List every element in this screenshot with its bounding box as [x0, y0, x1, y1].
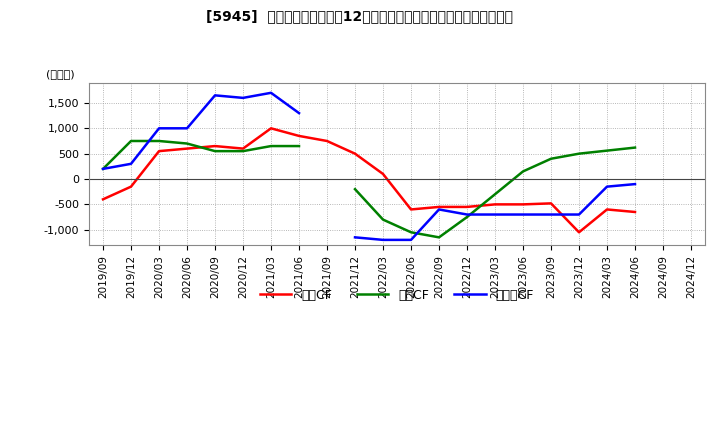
投資CF [294, 143, 303, 149]
投資CF [127, 138, 135, 143]
営業CF [266, 126, 275, 131]
投資CF [239, 148, 248, 154]
フリーCF [239, 95, 248, 100]
フリーCF [127, 161, 135, 166]
フリーCF [294, 110, 303, 116]
営業CF [603, 207, 611, 212]
営業CF [155, 148, 163, 154]
フリーCF [155, 126, 163, 131]
Y-axis label: (百万円): (百万円) [46, 70, 75, 80]
営業CF [323, 138, 331, 143]
Line: 投資CF: 投資CF [103, 141, 299, 169]
営業CF [294, 133, 303, 139]
Text: [5945]  キャッシュフローの12か月移動合計の対前年同期増減額の推移: [5945] キャッシュフローの12か月移動合計の対前年同期増減額の推移 [207, 9, 513, 23]
フリーCF [183, 126, 192, 131]
営業CF [575, 230, 583, 235]
営業CF [99, 197, 107, 202]
フリーCF [99, 166, 107, 172]
投資CF [183, 141, 192, 146]
営業CF [127, 184, 135, 189]
営業CF [546, 201, 555, 206]
営業CF [183, 146, 192, 151]
投資CF [266, 143, 275, 149]
営業CF [379, 171, 387, 176]
営業CF [351, 151, 359, 156]
営業CF [491, 202, 500, 207]
Legend: 営業CF, 投資CF, フリーCF: 営業CF, 投資CF, フリーCF [255, 284, 539, 307]
フリーCF [266, 90, 275, 95]
営業CF [407, 207, 415, 212]
営業CF [518, 202, 527, 207]
営業CF [239, 146, 248, 151]
投資CF [99, 166, 107, 172]
投資CF [155, 138, 163, 143]
フリーCF [211, 93, 220, 98]
営業CF [435, 204, 444, 209]
Line: フリーCF: フリーCF [103, 93, 299, 169]
営業CF [463, 204, 472, 209]
投資CF [211, 148, 220, 154]
営業CF [631, 209, 639, 215]
営業CF [211, 143, 220, 149]
Line: 営業CF: 営業CF [103, 128, 635, 232]
